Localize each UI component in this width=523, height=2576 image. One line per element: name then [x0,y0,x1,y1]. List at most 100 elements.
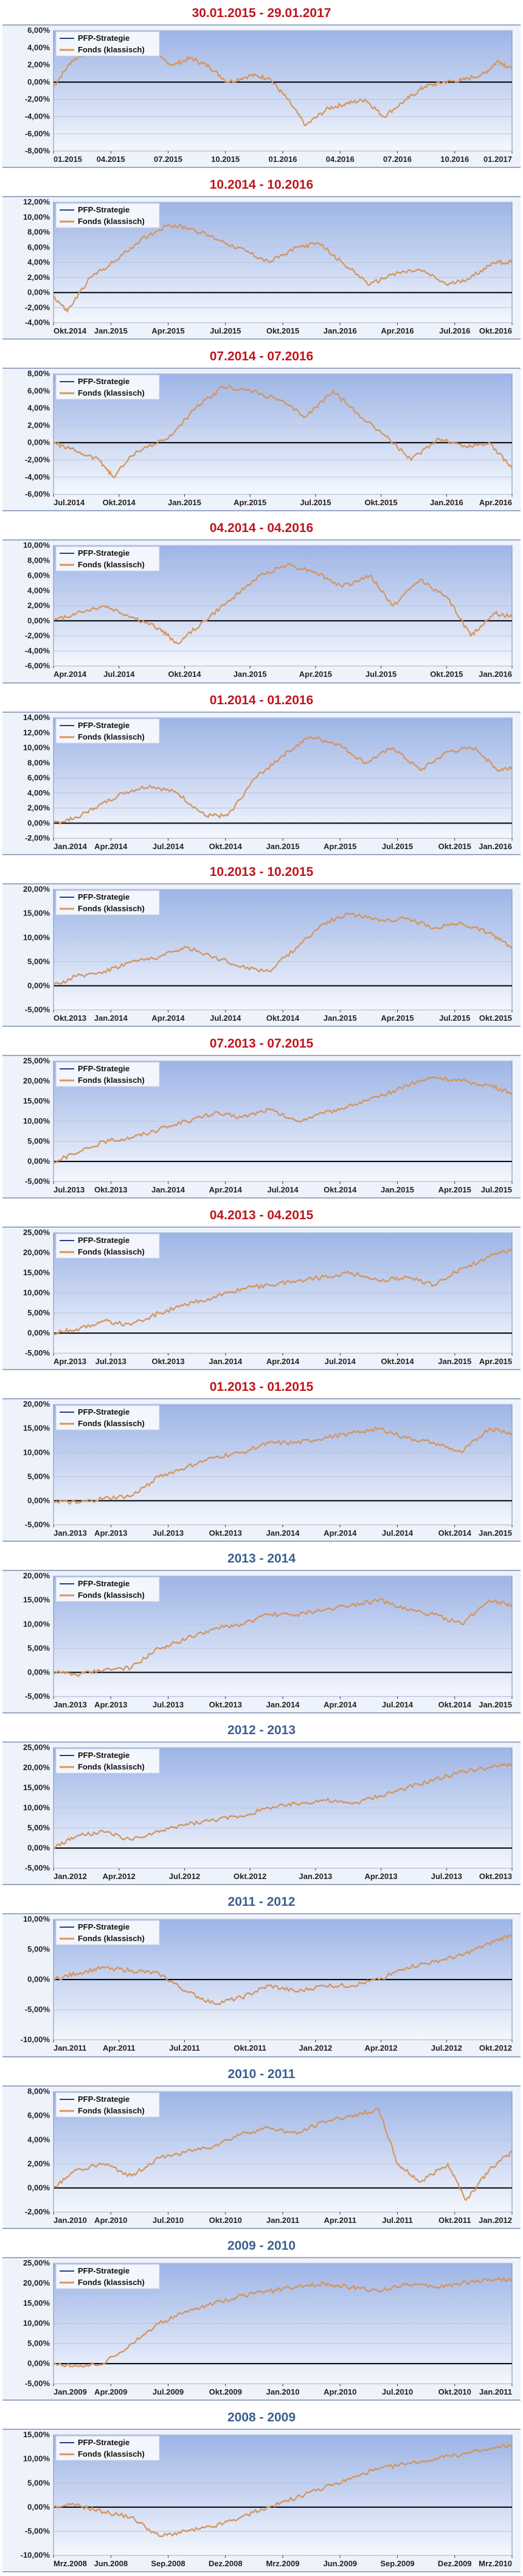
x-tick-label: Jul.2015 [439,1013,470,1023]
y-tick-label: 8,00% [27,556,50,565]
x-tick-label: Jul.2013 [431,1872,462,1881]
x-tick-label: Dez.2008 [209,2559,243,2568]
y-tick-label: 8,00% [27,369,50,378]
y-tick-label: 2,00% [27,60,50,69]
x-tick-label: Jan.2013 [299,1872,332,1881]
y-tick-label: 5,00% [27,1823,50,1832]
series-line-fonds [53,2107,513,2201]
chart-area: 25,00% 20,00% 15,00% 10,00% 5,00% 0,00% -5,00%… [2,1054,521,1199]
y-tick-label: -5,00% [25,1177,50,1186]
legend-label-strategy: PFP-Strategie [78,2095,130,2104]
y-tick-label: 5,00% [27,1136,50,1146]
y-tick-label: 0,00% [27,288,50,297]
y-tick-label: -2,00% [25,833,50,842]
x-tick-label: 10.2015 [211,155,240,164]
chart-svg: 25,00% 20,00% 15,00% 10,00% 5,00% 0,00% -5,00%… [23,1743,513,1881]
chart-panel: 2010 - 2011 8,00% 6,00% 4,00% 2,00% 0,00% -2,0… [0,2061,523,2233]
y-tick-label: 2,00% [27,421,50,430]
x-tick-label: Apr.2013 [94,1700,127,1709]
chart-title: 30.01.2015 - 29.01.2017 [192,6,331,20]
y-tick-label: 4,00% [27,2135,50,2144]
chart-panel: 2013 - 2014 20,00% 15,00% 10,00% 5,00% 0,00% -… [0,1545,523,1717]
y-tick-label: 0,00% [27,616,50,625]
x-tick-label: Okt.2012 [234,1872,266,1881]
x-tick-label: Jan.2011 [266,2216,299,2225]
chart-panel: 30.01.2015 - 29.01.2017 6,00% 4,00% 2,00% 0,… [0,0,523,172]
x-tick-label: Jan.2015 [324,1013,357,1023]
x-tick-label: Jul.2015 [210,326,241,335]
y-tick-label: 5,00% [27,1945,50,1954]
legend-label-strategy: PFP-Strategie [78,1236,130,1245]
x-tick-label: Jul.2014 [103,670,135,679]
legend-label-strategy: PFP-Strategie [78,892,130,901]
x-tick-label: Jan.2015 [94,326,128,335]
x-tick-label: Jul.2010 [153,2216,184,2225]
y-tick-label: 0,00% [27,77,50,86]
x-tick-label: Apr.2013 [364,1872,397,1881]
y-tick-label: -6,00% [25,489,50,499]
x-tick-label: Apr.2015 [438,1185,471,1194]
y-tick-label: 4,00% [27,257,50,267]
y-tick-label: -5,00% [25,2526,50,2535]
x-tick-label: Okt.2014 [381,1357,414,1366]
chart-panel: 01.2013 - 01.2015 20,00% 15,00% 10,00% 5,00%… [0,1374,523,1545]
x-tick-label: Jan.2015 [479,1700,512,1709]
y-tick-label: 25,00% [23,1056,50,1065]
legend: PFP-Strategie Fonds (klassisch) [55,203,160,228]
legend-box [55,718,160,744]
x-tick-label: Okt.2013 [54,1013,86,1023]
x-tick-label: Jan.2015 [168,498,201,507]
x-tick-label: Jan.2010 [54,2216,87,2225]
y-tick-label: 2,00% [27,2158,50,2168]
legend: PFP-Strategie Fonds (klassisch) [55,1062,160,1087]
y-tick-label: 8,00% [27,228,50,237]
x-tick-label: Okt.2014 [438,1528,472,1538]
chart-panel: 01.2014 - 01.2016 14,00% 12,00% 10,00% 8,00%… [0,687,523,859]
legend: PFP-Strategie Fonds (klassisch) [55,2264,160,2289]
x-tick-label: Apr.2009 [94,2387,127,2396]
legend: PFP-Strategie Fonds (klassisch) [55,1748,160,1774]
x-tick-label: Okt.2015 [364,498,397,507]
y-tick-label: -6,00% [25,662,50,671]
x-tick-label: Jul.2015 [365,670,397,679]
x-tick-label: Jul.2012 [431,2044,462,2053]
x-tick-label: Okt.2013 [209,1528,242,1538]
x-tick-label: Apr.2015 [324,842,356,851]
series-line-fonds [53,735,513,825]
x-tick-label: Jul.2011 [382,2216,413,2225]
y-tick-label: 5,00% [27,1643,50,1653]
y-tick-label: 6,00% [27,26,50,35]
x-tick-label: Dez.2009 [438,2559,472,2568]
y-tick-label: 20,00% [23,1076,50,1085]
legend: PFP-Strategie Fonds (klassisch) [55,718,160,744]
legend: PFP-Strategie Fonds (klassisch) [55,31,160,57]
chart-title: 2010 - 2011 [227,2067,296,2081]
legend-label-strategy: PFP-Strategie [78,1751,130,1760]
x-tick-label: Jul.2015 [382,842,413,851]
chart-title: 07.2014 - 07.2016 [209,349,314,364]
legend: PFP-Strategie Fonds (klassisch) [55,890,160,915]
chart-title: 01.2014 - 01.2016 [209,693,314,707]
legend-label-fonds: Fonds (klassisch) [78,560,145,569]
legend-box [55,2435,160,2461]
x-tick-label: Jan.2013 [54,1528,87,1538]
legend-label-fonds: Fonds (klassisch) [78,1934,145,1943]
y-tick-label: 15,00% [23,2298,50,2308]
y-tick-label: -2,00% [25,94,50,103]
y-tick-label: 0,00% [27,2502,50,2511]
series-line-fonds [53,562,513,645]
y-tick-label: 25,00% [23,2258,50,2267]
y-tick-label: 10,00% [23,933,50,942]
y-tick-label: 10,00% [23,743,50,752]
chart-area: 8,00% 6,00% 4,00% 2,00% 0,00% -2,00% -4,00% -6,… [2,368,521,512]
legend-label-fonds: Fonds (klassisch) [78,388,145,397]
y-tick-label: 15,00% [23,1268,50,1277]
y-tick-label: 8,00% [27,2087,50,2096]
x-tick-label: Apr.2016 [479,498,512,507]
x-tick-label: 04.2016 [326,155,355,164]
y-tick-label: 10,00% [23,1619,50,1628]
chart-area: 25,00% 20,00% 15,00% 10,00% 5,00% 0,00% -5,00%… [2,1226,521,1371]
x-tick-label: Jul.2013 [54,1185,85,1194]
y-tick-label: 20,00% [23,2278,50,2287]
y-tick-label: 4,00% [27,788,50,797]
